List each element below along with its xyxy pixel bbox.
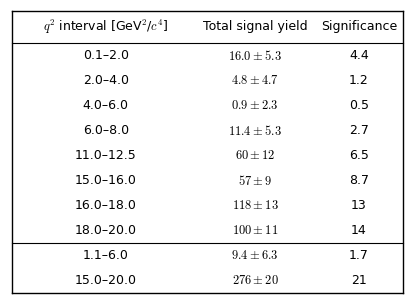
- Text: $118 \pm 13$: $118 \pm 13$: [232, 199, 278, 212]
- Text: 4.4: 4.4: [349, 49, 369, 62]
- Text: 4.0–6.0: 4.0–6.0: [83, 99, 129, 112]
- Text: $57 \pm 9$: $57 \pm 9$: [238, 174, 272, 188]
- Text: 21: 21: [351, 275, 367, 287]
- Text: 8.7: 8.7: [349, 174, 369, 187]
- Text: $16.0 \pm 5.3$: $16.0 \pm 5.3$: [228, 48, 282, 63]
- Text: 2.0–4.0: 2.0–4.0: [83, 74, 129, 87]
- Text: 0.1–2.0: 0.1–2.0: [83, 49, 129, 62]
- Text: 15.0–16.0: 15.0–16.0: [75, 174, 137, 187]
- Text: 15.0–20.0: 15.0–20.0: [75, 275, 137, 287]
- Text: 16.0–18.0: 16.0–18.0: [75, 199, 137, 212]
- Text: 6.5: 6.5: [349, 149, 369, 162]
- Text: 6.0–8.0: 6.0–8.0: [83, 124, 129, 137]
- Text: $100 \pm 11$: $100 \pm 11$: [232, 224, 278, 237]
- Text: Total signal yield: Total signal yield: [203, 20, 308, 33]
- Text: 14: 14: [351, 224, 367, 237]
- Text: 13: 13: [351, 199, 367, 212]
- Text: $q^2$ interval [GeV$^2$/$c^4$]: $q^2$ interval [GeV$^2$/$c^4$]: [43, 18, 168, 36]
- Text: $0.9 \pm 2.3$: $0.9 \pm 2.3$: [232, 99, 279, 112]
- Text: $276 \pm 20$: $276 \pm 20$: [232, 275, 278, 287]
- Text: $11.4 \pm 5.3$: $11.4 \pm 5.3$: [228, 124, 282, 138]
- Text: 11.0–12.5: 11.0–12.5: [75, 149, 137, 162]
- Text: $9.4 \pm 6.3$: $9.4 \pm 6.3$: [232, 250, 279, 262]
- Text: 1.1–6.0: 1.1–6.0: [83, 250, 129, 262]
- Text: Significance: Significance: [321, 20, 397, 33]
- Text: $4.8 \pm 4.7$: $4.8 \pm 4.7$: [231, 74, 279, 87]
- Text: 1.2: 1.2: [349, 74, 369, 87]
- Text: 2.7: 2.7: [349, 124, 369, 137]
- Text: $60 \pm 12$: $60 \pm 12$: [235, 149, 276, 162]
- Text: 0.5: 0.5: [349, 99, 369, 112]
- Text: 1.7: 1.7: [349, 250, 369, 262]
- Text: 18.0–20.0: 18.0–20.0: [75, 224, 137, 237]
